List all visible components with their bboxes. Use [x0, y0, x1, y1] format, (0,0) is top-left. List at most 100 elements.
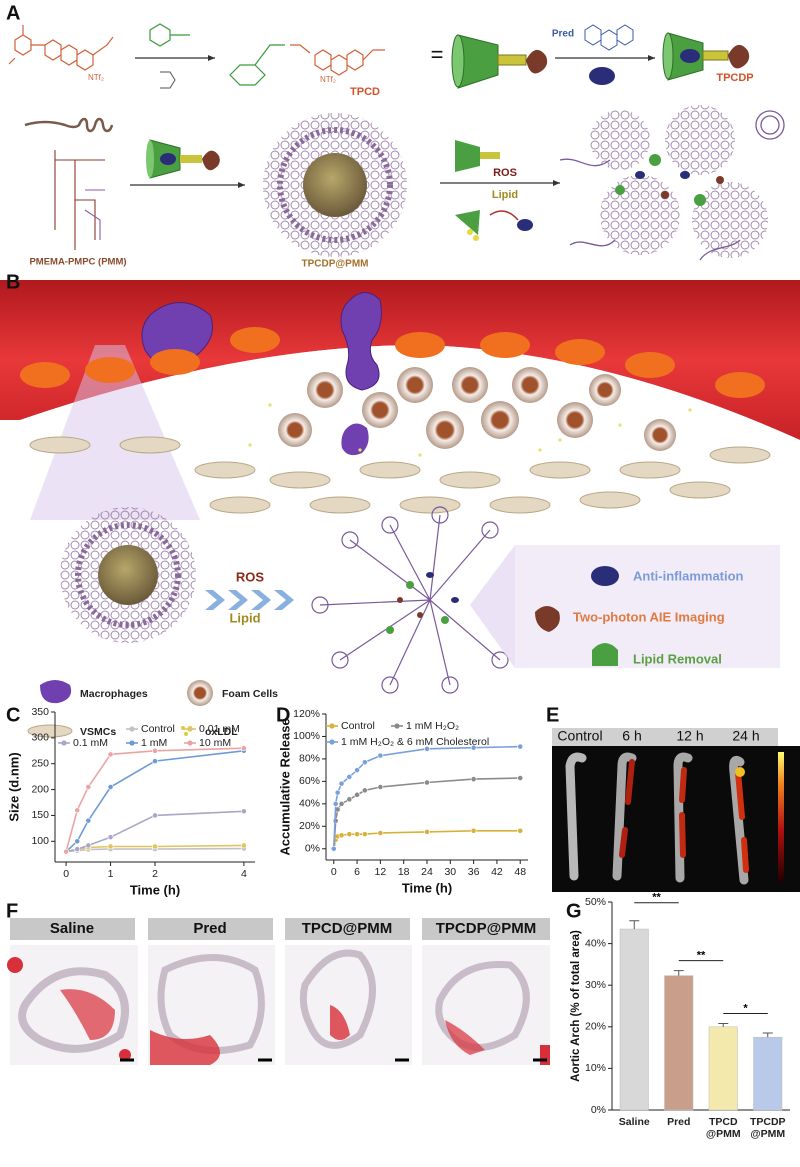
panel-a: A NTf₂ NTf₂ TPCD = Pred TPCDP PMEMA-PMPC… [6, 2, 785, 270]
tpe-structure [8, 25, 114, 71]
pred-structure [584, 24, 634, 51]
y-tick-label: 20% [585, 1021, 606, 1033]
data-point [240, 842, 247, 849]
panel-b: B ROS Lipid [0, 271, 800, 738]
pred-icon [589, 67, 615, 85]
data-point [107, 784, 114, 790]
legend-label: 0.01 mM [199, 723, 240, 735]
x-tick-label: 18 [398, 866, 410, 878]
aortas [565, 752, 749, 885]
equals-sign: = [431, 42, 444, 67]
legend-marker [61, 740, 67, 746]
data-point [152, 747, 158, 754]
y-tick-label: 350 [31, 706, 49, 718]
macrophage [340, 292, 382, 391]
y-tick-label: 100% [293, 730, 320, 742]
error-bar [673, 970, 684, 976]
effect-icon [591, 566, 619, 586]
data-point [107, 751, 114, 758]
legend-marker [394, 723, 400, 729]
effect-label: Two-photon AIE Imaging [573, 609, 725, 624]
y-axis-label: Size (d.nm) [6, 752, 21, 821]
x-tick-label: 2 [152, 868, 158, 880]
effect-icon [535, 606, 560, 632]
legend-marker [187, 726, 193, 732]
x-tick-label: TPCD @PMM [706, 1116, 741, 1140]
data-point [346, 796, 353, 803]
bar [664, 975, 694, 1111]
counter-ion: NTf₂ [88, 73, 104, 82]
header-bar [148, 918, 273, 940]
drug-label: Pred [552, 29, 574, 40]
trigger-label: Lipid [492, 189, 518, 201]
series-line [65, 747, 244, 852]
panel-letter: E [546, 704, 559, 726]
legend-marker [187, 740, 193, 746]
nanoparticle [60, 507, 196, 643]
legend-label: 10 mM [199, 737, 231, 749]
series-line [333, 777, 521, 849]
polymer-structure [84, 189, 105, 240]
arrow-head [208, 55, 215, 61]
scattered-drugs [615, 154, 724, 206]
tpcd-icon [451, 34, 548, 89]
data-point [517, 743, 524, 750]
data-point [107, 843, 114, 850]
effect-label: Anti-inflammation [633, 568, 744, 583]
data-point [152, 843, 158, 850]
error-bar [718, 1022, 729, 1027]
y-tick-label: 80% [299, 753, 320, 765]
x-tick-label: 1 [108, 868, 114, 880]
data-point [424, 829, 430, 835]
reagent-2 [160, 71, 176, 89]
data-point [338, 800, 345, 807]
column-header: TPCDP@PMM [436, 920, 536, 937]
legend-label: Macrophages [80, 688, 148, 700]
data-point [346, 773, 353, 780]
endothelial-cells [20, 327, 765, 398]
panel-letter: G [566, 900, 582, 922]
y-axis-label: Aortic Arch (% of total area) [570, 930, 582, 1082]
data-point [424, 745, 430, 752]
legend-icon [27, 724, 73, 738]
data-point [334, 789, 341, 796]
legend-icon [40, 680, 72, 704]
x-axis-label: Time (h) [130, 882, 180, 897]
y-tick-label: 10% [585, 1062, 606, 1074]
y-tick-label: 150 [31, 809, 49, 821]
data-point [240, 808, 247, 815]
y-tick-label: 40% [585, 937, 606, 949]
vsmcs [29, 436, 771, 514]
data-point [517, 775, 524, 781]
histology-images [7, 945, 550, 1065]
column-header: 6 h [622, 728, 641, 744]
significance-label: * [743, 1002, 748, 1014]
column-header: TPCD@PMM [302, 920, 392, 937]
legend-label: oxLDL [205, 726, 238, 738]
data-point [354, 767, 360, 774]
data-point [338, 832, 345, 839]
hotspot [735, 767, 745, 777]
data-point [85, 784, 92, 790]
trigger-label: ROS [236, 569, 265, 584]
tpcd-structure [229, 44, 385, 86]
data-point [354, 791, 360, 798]
trigger-label: Lipid [229, 610, 260, 625]
series-line [65, 750, 244, 853]
y-tick-label: 0% [305, 843, 320, 855]
legend-label: 1 mM [141, 737, 167, 749]
arrow-head [553, 180, 560, 186]
arrow-head [238, 182, 245, 188]
data-point [361, 831, 368, 838]
legend-label: 0.1 mM [73, 737, 108, 749]
bar [708, 1026, 738, 1111]
data-point [354, 831, 360, 838]
zoom-beam [470, 545, 515, 668]
legend-icon [187, 680, 213, 706]
x-tick-label: 4 [241, 868, 247, 880]
y-tick-label: 200 [31, 783, 49, 795]
compound-label: TPCDP [716, 72, 753, 84]
bar [753, 1036, 783, 1111]
